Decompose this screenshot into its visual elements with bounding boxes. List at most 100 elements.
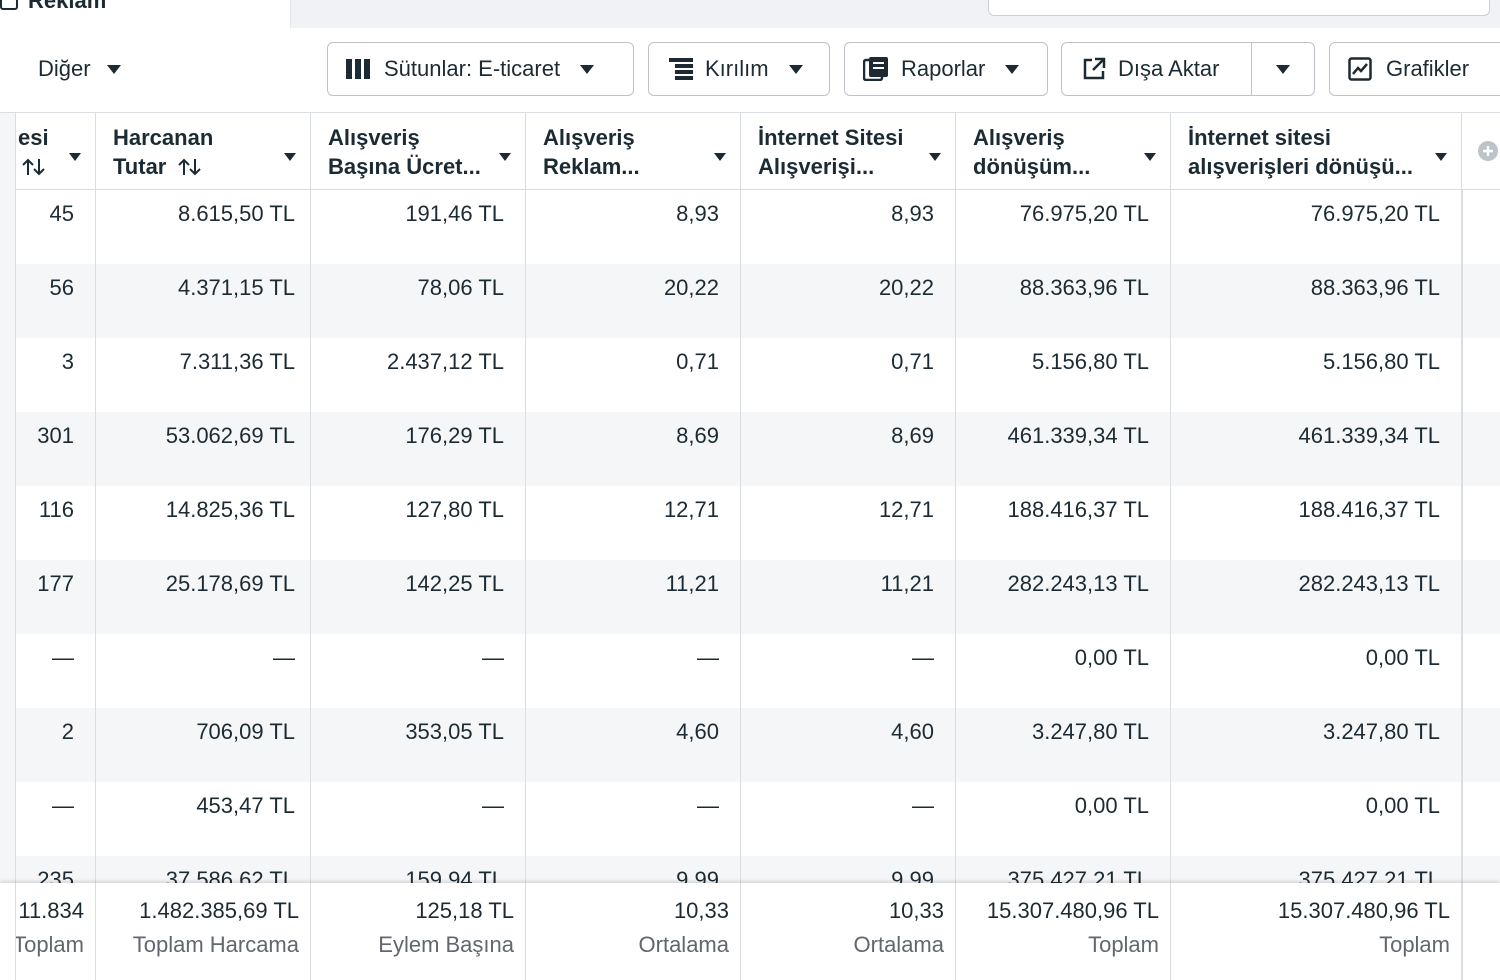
table-cell: 0,00 TL	[956, 782, 1171, 856]
total-label: Toplam	[16, 932, 84, 957]
trailing-cell	[1462, 264, 1463, 338]
column-header[interactable]: Alışveriş dönüşüm...	[956, 113, 1171, 190]
caret[interactable]	[1276, 65, 1290, 74]
table-cell: 191,46 TL	[311, 190, 526, 264]
row-background	[16, 708, 1500, 782]
table-cell: 3.247,80 TL	[1171, 708, 1462, 782]
cell-value: 8,69	[676, 423, 719, 448]
cell-value: 188.416,37 TL	[1007, 497, 1150, 522]
table-cell: 0,71	[741, 338, 956, 412]
table-cell: —	[16, 634, 96, 708]
cell-value: 76.975,20 TL	[1019, 201, 1149, 226]
table-cell: 2	[16, 708, 96, 782]
column-header[interactable]: İnternet Sitesi Alışverişi...	[741, 113, 956, 190]
table-cell: 20,22	[526, 264, 741, 338]
table-cell: —	[311, 634, 526, 708]
cell-value: 12,71	[878, 497, 934, 522]
charts-button[interactable]: Grafikler	[1329, 42, 1500, 96]
cell-value: 453,47 TL	[196, 793, 295, 818]
row-background	[16, 782, 1500, 856]
caret	[499, 153, 511, 161]
table-cell: 116	[16, 486, 96, 560]
cell-value: 176,29 TL	[405, 423, 504, 448]
table-cell: 11,21	[526, 560, 741, 634]
table-cell: 3	[16, 338, 96, 412]
cell-value: 76.975,20 TL	[1310, 201, 1440, 226]
cell-value: 8.615,50 TL	[177, 201, 295, 226]
toolbar-divider	[0, 112, 1500, 113]
total-label: Toplam Harcama	[132, 932, 299, 957]
header-line: Alışveriş	[328, 125, 420, 150]
header-line: Reklam...	[543, 154, 640, 179]
cell-value: 461.339,34 TL	[1007, 423, 1150, 448]
left-edge	[0, 113, 16, 980]
caret	[284, 153, 296, 161]
total-cell: 10,33 Ortalama	[741, 883, 956, 980]
table-cell: 53.062,69 TL	[96, 412, 311, 486]
columns-button[interactable]: Sütunlar: E-ticaret	[327, 42, 634, 96]
table-cell: —	[16, 782, 96, 856]
breakdown-icon	[669, 58, 693, 80]
trailing-cell	[1462, 486, 1463, 560]
header-line: Tutar	[113, 154, 167, 179]
table-cell: 4,60	[741, 708, 956, 782]
column-header[interactable]: Alışveriş Reklam...	[526, 113, 741, 190]
total-label: Eylem Başına	[378, 932, 514, 957]
tab[interactable]: Reklam	[0, 0, 291, 28]
table-cell: 76.975,20 TL	[1171, 190, 1462, 264]
column-header[interactable]: esi	[16, 113, 96, 190]
table-cell: 4.371,15 TL	[96, 264, 311, 338]
total-value: 10,33	[888, 898, 944, 923]
cell-value: 11,21	[665, 571, 719, 596]
total-value: 1.482.385,69 TL	[139, 898, 299, 923]
cell-value: 20,22	[878, 275, 934, 300]
table-footer: 11.834 Toplam 1.482.385,69 TL Toplam Harcam…	[0, 883, 1500, 980]
other-dropdown[interactable]: Diğer	[38, 56, 121, 82]
header-caret[interactable]	[1144, 148, 1156, 166]
header-caret[interactable]	[1435, 148, 1447, 166]
reports-button[interactable]: Raporlar	[844, 42, 1048, 96]
total-label: Ortalama	[853, 932, 944, 957]
table-cell: 12,71	[526, 486, 741, 560]
header-caret[interactable]	[284, 148, 296, 166]
cell-value: 88.363,96 TL	[1019, 275, 1149, 300]
cell-value: —	[912, 645, 934, 670]
search-box[interactable]	[988, 0, 1490, 16]
table-cell: 188.416,37 TL	[956, 486, 1171, 560]
table-cell: 12,71	[741, 486, 956, 560]
caret	[580, 64, 595, 74]
cell-value: 5.156,80 TL	[1031, 349, 1149, 374]
columns-label: Sütunlar: E-ticaret	[384, 56, 561, 81]
plus-icon	[1478, 141, 1498, 161]
cell-value: 8,69	[891, 423, 934, 448]
header-caret[interactable]	[929, 148, 941, 166]
breakdown-button[interactable]: Kırılım	[648, 42, 830, 96]
column-header[interactable]: Alışveriş Başına Ücret...	[311, 113, 526, 190]
cell-value: —	[697, 793, 719, 818]
caret	[929, 153, 941, 161]
cell-value: 3.247,80 TL	[1322, 719, 1440, 744]
export-icon	[1083, 57, 1106, 80]
trailing-cell	[1462, 412, 1463, 486]
cell-value: 4,60	[676, 719, 719, 744]
column-header[interactable]: İnternet sitesi alışverişleri dönüşü...	[1171, 113, 1462, 190]
sort-icon[interactable]	[178, 157, 202, 182]
add-column[interactable]	[1462, 113, 1500, 190]
table-cell: 88.363,96 TL	[956, 264, 1171, 338]
header-caret[interactable]	[69, 148, 81, 166]
table-cell: 25.178,69 TL	[96, 560, 311, 634]
total-cell: 10,33 Ortalama	[526, 883, 741, 980]
sort-icon[interactable]	[22, 157, 46, 182]
header-caret[interactable]	[499, 148, 511, 166]
row-background	[16, 486, 1500, 560]
export-button[interactable]: Dışa Aktar	[1061, 42, 1315, 96]
table-cell: 282.243,13 TL	[1171, 560, 1462, 634]
table-cell: 3.247,80 TL	[956, 708, 1171, 782]
cell-value: 0,00 TL	[1365, 645, 1440, 670]
other-label: Diğer	[38, 56, 91, 81]
header-line: Alışveriş	[543, 125, 635, 150]
trailing-cell	[1462, 560, 1463, 634]
table-cell: 88.363,96 TL	[1171, 264, 1462, 338]
column-header[interactable]: Harcanan Tutar	[96, 113, 311, 190]
header-caret[interactable]	[714, 148, 726, 166]
